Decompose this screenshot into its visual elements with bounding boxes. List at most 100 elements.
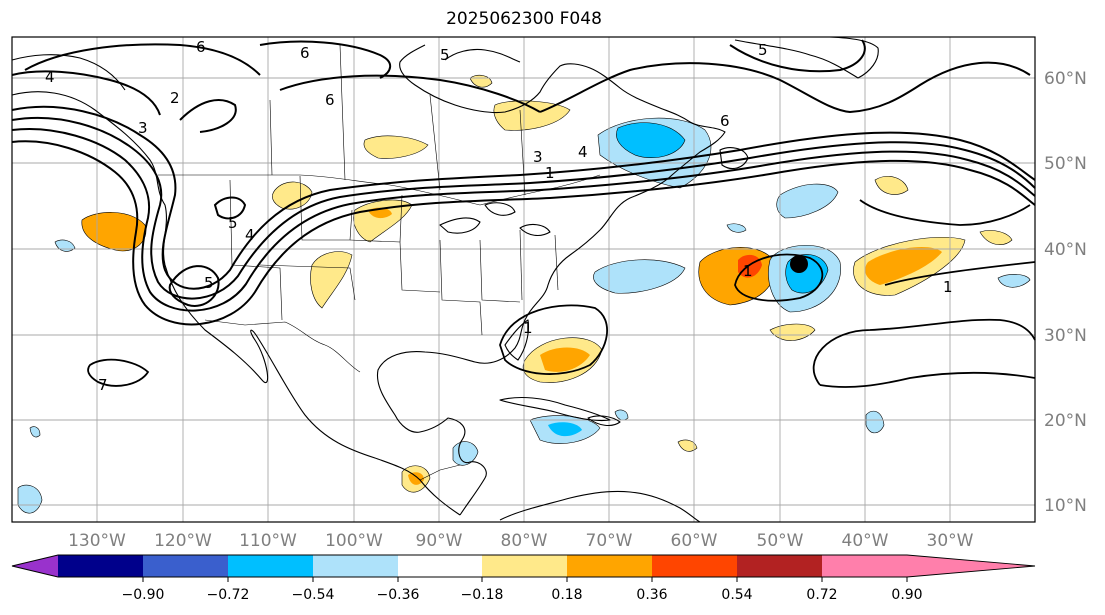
anomaly-patch <box>54 239 76 252</box>
contour-label: 6 <box>325 91 335 109</box>
anomaly-patch <box>81 212 147 252</box>
contour-line <box>11 105 1036 290</box>
lat-label: 10°N <box>1044 496 1087 516</box>
state-line <box>439 239 483 336</box>
contour-label: 1 <box>523 319 533 337</box>
anomaly-patch <box>865 410 885 434</box>
contour-line <box>87 358 150 387</box>
contour-label: 6 <box>300 44 310 62</box>
contour-line <box>179 99 237 133</box>
contour-label: 2 <box>170 89 180 107</box>
lon-label: 100°W <box>325 531 383 551</box>
lon-label: 110°W <box>239 531 297 551</box>
hudson-bay-coast <box>444 48 521 63</box>
colorbar-tick-label: −0.54 <box>292 587 335 603</box>
state-line <box>299 175 353 241</box>
state-line <box>229 179 283 321</box>
contour-line <box>11 70 161 116</box>
anomaly-patch <box>593 259 686 294</box>
lon-label: 130°W <box>68 531 126 551</box>
colorbar-segment <box>12 555 58 577</box>
anomaly-patch <box>17 484 43 514</box>
colorbar-segment <box>228 555 313 577</box>
colorbar-segment <box>822 555 907 577</box>
contour-label: 4 <box>45 68 55 86</box>
anomaly-patch <box>614 409 629 421</box>
contour-label: 6 <box>720 112 730 130</box>
map-title: 2025062300 F048 <box>446 9 602 29</box>
contour-label: 3 <box>138 119 148 137</box>
contour-line <box>734 253 824 302</box>
longitude-labels: 130°W 120°W 110°W 100°W 90°W 80°W 70°W 6… <box>68 531 974 551</box>
contour-line <box>11 140 1036 326</box>
contour-label: 5 <box>758 41 768 59</box>
anomaly-patch <box>310 251 353 309</box>
colorbar-tick-label: 0.54 <box>721 587 752 603</box>
contour-label: 1 <box>943 278 953 296</box>
lon-label: 40°W <box>842 531 889 551</box>
anomaly-patch <box>776 183 839 219</box>
anomaly-patch <box>616 122 686 159</box>
colorbar-segment <box>482 555 567 577</box>
great-lakes <box>439 202 551 237</box>
coastlines <box>11 36 879 523</box>
anomaly-patch <box>540 347 590 372</box>
colorbar-tick-label: 0.36 <box>636 587 667 603</box>
state-line <box>519 229 523 301</box>
contour-line <box>859 199 1031 226</box>
colorbar-segment <box>652 555 737 577</box>
colorbar-tick-label: 0.90 <box>891 587 922 603</box>
contour-line <box>213 196 247 220</box>
contour-line <box>259 40 392 79</box>
state-line <box>259 264 356 301</box>
contour-line <box>24 43 261 76</box>
contour-line <box>884 261 1036 286</box>
contour-line <box>11 128 1036 312</box>
south-america-coast <box>499 490 701 523</box>
lon-label: 70°W <box>586 531 633 551</box>
cuba <box>499 396 611 422</box>
colorbar: −0.90 −0.72 −0.54 −0.36 −0.18 0.18 0.36 … <box>11 554 1036 603</box>
central-america-border <box>419 464 461 481</box>
lon-label: 50°W <box>757 531 804 551</box>
contour-label: 5 <box>228 214 238 232</box>
colorbar-tick-label: −0.72 <box>207 587 250 603</box>
lat-label: 40°N <box>1044 240 1087 260</box>
graticule <box>12 37 1035 522</box>
colorbar-segment <box>907 555 1035 577</box>
colorbar-segment <box>313 555 398 577</box>
low-center-marker <box>790 255 808 273</box>
colorbar-segment <box>58 555 143 577</box>
anomaly-patch <box>874 176 909 195</box>
canada-provinces <box>269 44 526 196</box>
colorbar-segment <box>567 555 652 577</box>
florida <box>504 319 529 361</box>
colorbar-segment <box>398 555 482 577</box>
contour-line <box>539 61 1031 114</box>
colorbar-tick-label: 0.72 <box>806 587 837 603</box>
anomaly-patch <box>408 472 424 485</box>
colorbar-tick-label: −0.90 <box>122 587 165 603</box>
colorbar-tick-label: 0.18 <box>551 587 582 603</box>
anomaly-patch <box>769 323 816 341</box>
contour-label: 5 <box>440 46 450 64</box>
hispaniola <box>587 415 621 427</box>
anomaly-patch <box>469 74 493 88</box>
contour-label: 3 <box>533 148 543 166</box>
anomaly-patch <box>29 426 41 438</box>
political-borders <box>158 44 601 481</box>
contour-label-group: 6 6 5 6 4 2 3 5 4 1 3 4 6 5 5 1 1 1 7 <box>45 38 953 394</box>
latitude-labels: 60°N 50°N 40°N 30°N 20°N 10°N <box>1044 69 1087 516</box>
state-line <box>399 194 403 243</box>
anomaly-patch <box>698 247 776 306</box>
shaded-anomalies <box>17 74 1031 514</box>
greenland-coast <box>734 36 879 79</box>
anomaly-patch <box>865 247 942 285</box>
lon-label: 120°W <box>154 531 212 551</box>
lat-label: 60°N <box>1044 69 1087 89</box>
contour-label: 1 <box>743 262 753 280</box>
colorbar-tick-label: −0.18 <box>461 587 504 603</box>
anomaly-patch <box>677 439 698 452</box>
contours <box>11 39 1036 388</box>
anomaly-patch <box>997 274 1031 288</box>
